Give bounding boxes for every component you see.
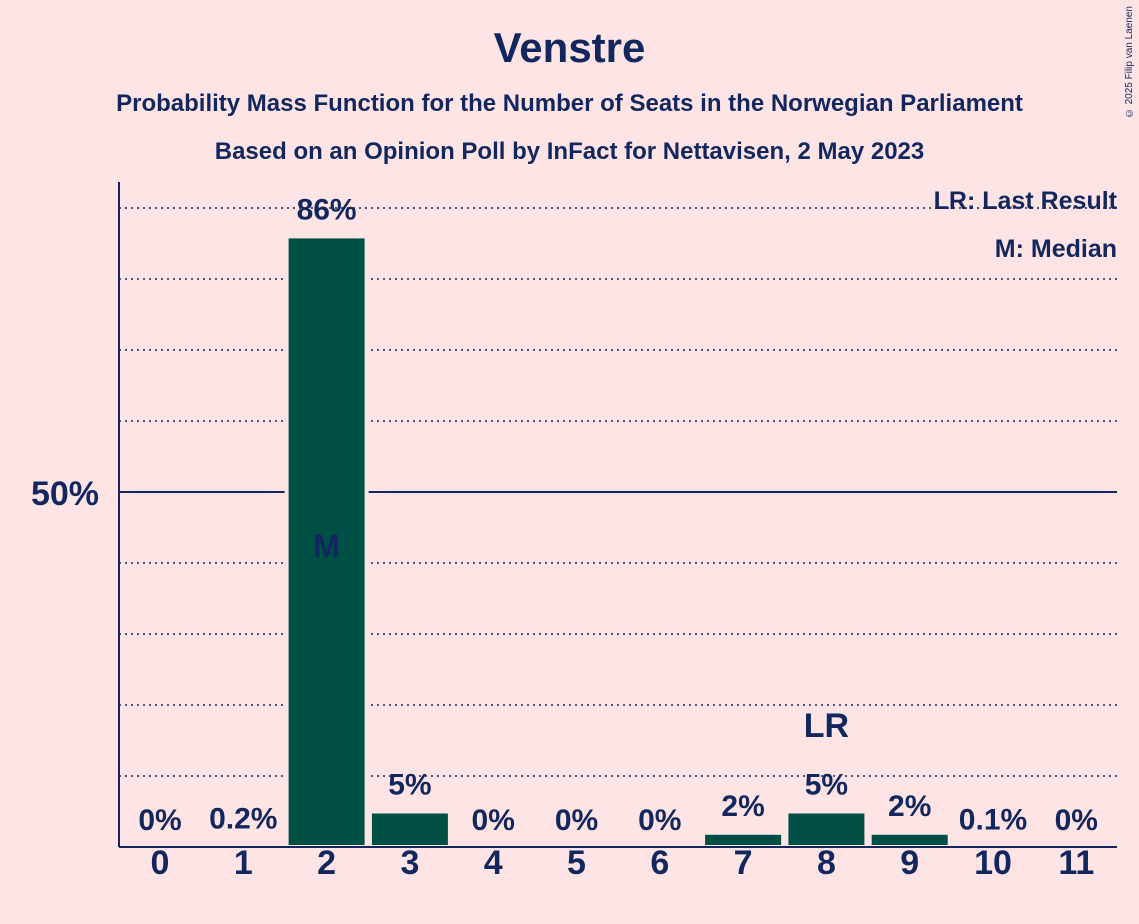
- value-label: 0.1%: [959, 803, 1027, 836]
- labels: 50%0%00.2%186%2M5%30%40%50%62%75%8LR2%90…: [31, 193, 1098, 882]
- x-tick-label: 11: [1058, 844, 1094, 882]
- bar: [784, 809, 869, 849]
- x-tick-label: 5: [567, 844, 586, 882]
- value-label: 0%: [638, 804, 681, 837]
- chart-subtitle: Probability Mass Function for the Number…: [116, 90, 1023, 117]
- value-label: 0%: [472, 804, 515, 837]
- x-tick-label: 1: [234, 844, 253, 882]
- axes: [118, 182, 1117, 848]
- x-tick-label: 6: [650, 844, 669, 882]
- bar: [367, 809, 452, 849]
- legend-last-result: LR: Last Result: [934, 187, 1118, 215]
- x-tick-label: 9: [900, 844, 919, 882]
- chart-subtitle-source: Based on an Opinion Poll by InFact for N…: [214, 138, 925, 165]
- x-tick-label: 4: [484, 844, 503, 882]
- legend-median: M: Median: [995, 235, 1117, 263]
- value-label: 0%: [138, 804, 181, 837]
- value-label: 86%: [297, 193, 357, 226]
- bar: [284, 234, 369, 849]
- x-tick-label: 8: [817, 844, 836, 882]
- value-label: 0%: [1055, 804, 1098, 837]
- x-tick-label: 7: [734, 844, 753, 882]
- value-label: 5%: [805, 769, 848, 802]
- x-tick-label: 10: [974, 844, 1012, 882]
- x-tick-label: 2: [317, 844, 336, 882]
- last-result-marker: LR: [804, 707, 849, 745]
- y-tick-label: 50%: [31, 475, 99, 513]
- gridlines: [119, 207, 1117, 777]
- x-tick-label: 3: [400, 844, 419, 882]
- x-tick-label: 0: [151, 844, 170, 882]
- value-label: 0.2%: [209, 803, 277, 836]
- median-marker: M: [313, 528, 340, 564]
- value-label: 2%: [721, 790, 764, 823]
- value-label: 5%: [388, 769, 431, 802]
- value-label: 0%: [555, 804, 598, 837]
- value-label: 2%: [888, 790, 931, 823]
- chart-title: Venstre: [493, 24, 646, 71]
